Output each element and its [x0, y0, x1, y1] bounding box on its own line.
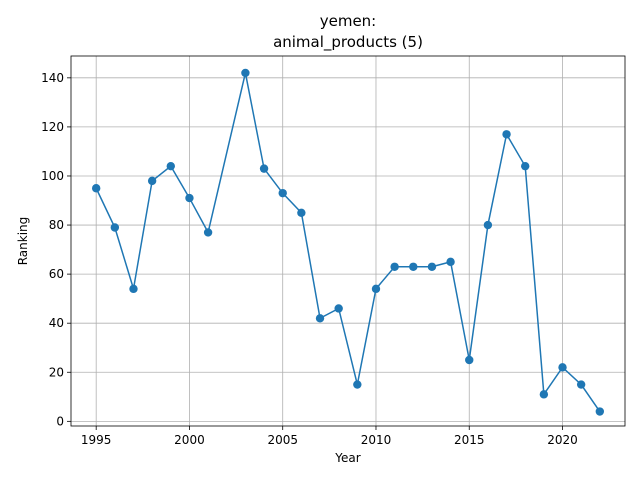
series-polyline — [95, 72, 601, 412]
x-tick-label: 2005 — [267, 433, 298, 447]
data-point — [483, 220, 493, 230]
y-tick-label: 40 — [49, 316, 64, 330]
data-point — [446, 257, 455, 267]
data-point — [129, 284, 138, 294]
data-point — [241, 68, 250, 78]
data-point — [502, 130, 511, 139]
plot-frame — [70, 55, 626, 427]
y-tick-label: 20 — [49, 365, 64, 379]
y-tick-label: 60 — [49, 267, 64, 281]
data-point — [203, 228, 213, 237]
chart-title-line2: animal_products (5) — [273, 33, 423, 52]
data-point — [166, 161, 175, 171]
x-tick-label: 2000 — [174, 433, 205, 447]
data-point — [595, 407, 605, 416]
y-tick-label: 0 — [56, 414, 64, 428]
data-point — [185, 193, 194, 203]
data-point — [409, 262, 418, 271]
data-point — [427, 262, 437, 271]
data-point — [539, 390, 549, 399]
grid-lines — [71, 56, 625, 426]
data-point — [259, 164, 269, 173]
data-point — [147, 176, 157, 186]
x-tick-label: 2020 — [547, 433, 578, 447]
data-point — [91, 184, 101, 193]
data-point — [390, 262, 399, 271]
data-point — [297, 208, 306, 217]
data-point — [110, 223, 120, 232]
data-point — [521, 161, 530, 171]
x-axis-label: Year — [334, 451, 360, 465]
data-point — [558, 363, 567, 372]
x-tick-label: 2015 — [454, 433, 485, 447]
y-tick-label: 140 — [41, 71, 64, 85]
data-point — [353, 380, 362, 389]
data-point — [371, 284, 381, 294]
series-line — [91, 68, 605, 416]
chart-title-line1: yemen: — [320, 12, 377, 30]
data-point — [278, 188, 287, 198]
data-point — [465, 355, 474, 365]
x-tick-label: 2010 — [361, 433, 392, 447]
data-point — [576, 380, 586, 389]
y-tick-label: 80 — [49, 218, 64, 232]
y-axis-label: Ranking — [16, 217, 30, 266]
y-tick-label: 120 — [41, 120, 64, 134]
data-point — [334, 304, 343, 313]
y-tick-label: 100 — [41, 169, 64, 183]
x-tick-label: 1995 — [81, 433, 112, 447]
data-point — [315, 314, 325, 323]
axis-ticks: 1995 2000 2005 2010 2015 2020 0 20 40 60 80 100 120 1… — [41, 71, 578, 447]
